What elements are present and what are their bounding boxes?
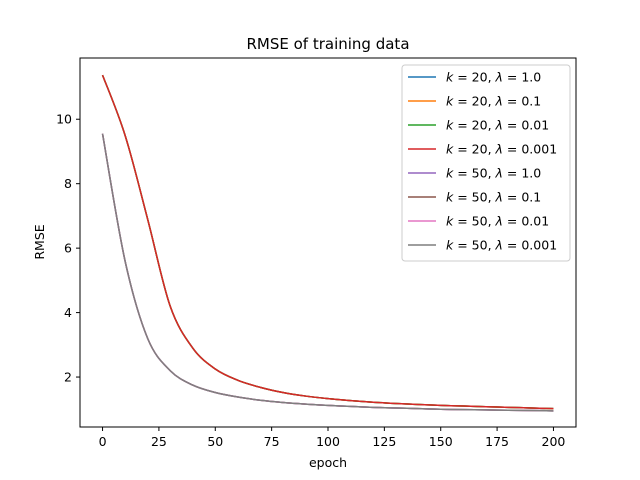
y-tick-label: 2 [64,370,72,385]
y-tick-label: 4 [64,305,72,320]
plot-lines [101,74,554,412]
y-tick-label: 6 [64,241,72,256]
y-axis-label: RMSE [32,224,47,259]
x-tick-label: 100 [316,434,340,449]
x-tick-label: 175 [485,434,509,449]
legend-entry-7: k = 50, λ = 0.01 [446,214,549,229]
legend-entry-8: k = 50, λ = 0.001 [446,238,557,253]
chart-title: RMSE of training data [246,35,409,53]
legend: k = 20, λ = 1.0 k = 20, λ = 0.1 k = 20, λ … [401,64,571,262]
legend-entry-1: k = 20, λ = 1.0 [446,70,541,85]
x-tick-label: 75 [264,434,280,449]
legend-entry-5: k = 50, λ = 1.0 [446,166,541,181]
legend-box [401,64,571,262]
series-line-8 [101,133,554,412]
x-tick-label: 50 [207,434,223,449]
x-axis-label: epoch [309,455,347,470]
x-tick-label: 200 [542,434,566,449]
series-line-4 [101,74,554,410]
legend-entry-4: k = 20, λ = 0.001 [446,142,557,157]
x-tick-label: 0 [99,434,107,449]
y-axis-ticks: 2 4 6 8 10 [56,112,80,385]
x-tick-label: 150 [429,434,453,449]
x-tick-label: 25 [151,434,167,449]
legend-entry-6: k = 50, λ = 0.1 [446,190,541,205]
x-axis-ticks: 0 25 50 75 100 125 150 175 200 [99,427,566,449]
legend-entry-3: k = 20, λ = 0.01 [446,118,549,133]
x-tick-label: 125 [372,434,396,449]
legend-entry-2: k = 20, λ = 0.1 [446,94,541,109]
y-tick-label: 10 [56,112,72,127]
y-tick-label: 8 [64,176,72,191]
